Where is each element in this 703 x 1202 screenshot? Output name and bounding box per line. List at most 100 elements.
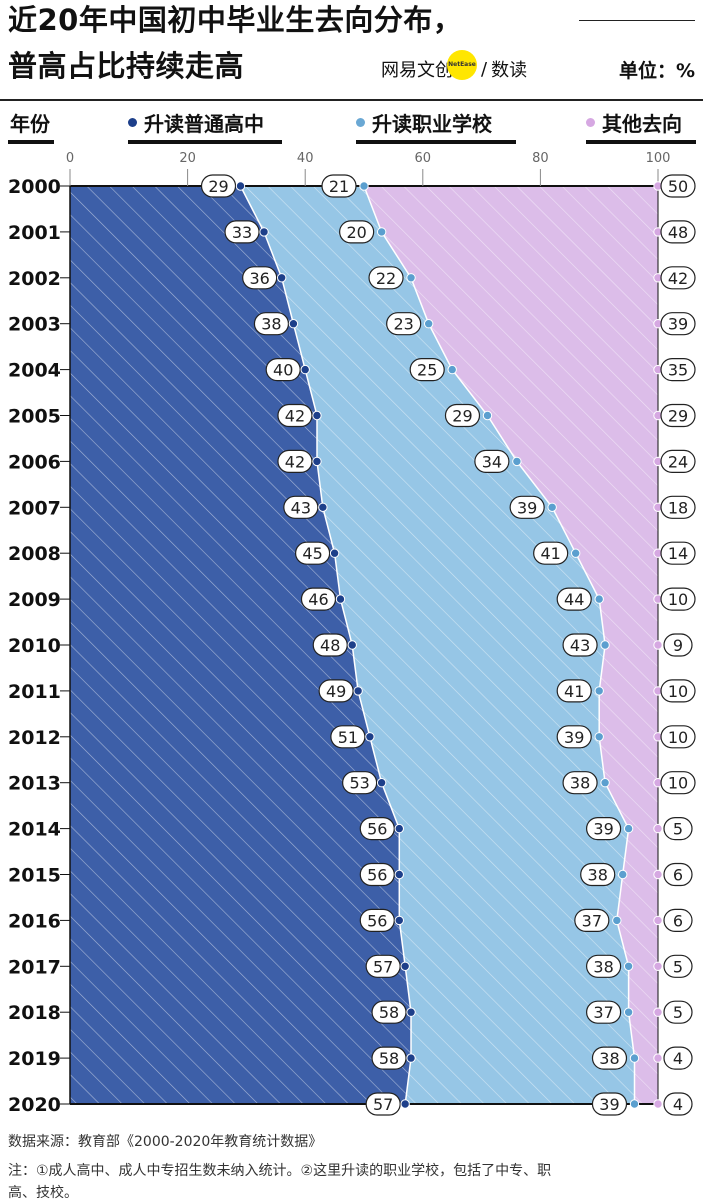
label-other-text: 18 [668,498,688,517]
label-vocational: 37 [585,1000,622,1024]
label-vocational: 38 [562,771,598,795]
label-other: 5 [663,816,693,841]
label-high-school-text: 29 [208,177,228,196]
year-label: 2018 [8,1002,61,1024]
label-other-bg [663,633,693,657]
x-tick-label: 100 [646,151,671,166]
label-other-bg [663,1092,693,1116]
label-other: 6 [663,862,693,887]
label-high-school: 40 [265,358,301,382]
label-other-text: 29 [668,407,688,426]
dot-high-school [288,319,299,329]
label-high-school-bg [371,1046,407,1070]
label-vocational: 41 [533,541,569,565]
label-vocational: 44 [556,587,592,611]
label-high-school: 56 [359,862,395,887]
dot-high-school [376,778,387,788]
label-high-school: 48 [312,633,348,657]
x-tick-label: 0 [66,151,74,166]
label-vocational-text: 43 [570,636,590,655]
label-other-bg [660,725,696,749]
dot-vocational [376,227,387,237]
label-high-school: 42 [277,403,313,428]
dot-high-school [235,181,246,191]
year-label: 2000 [8,176,61,198]
dot-high-school [329,548,340,558]
label-vocational-bg [562,771,598,795]
label-high-school: 58 [371,1000,407,1024]
label-vocational-bg [474,449,510,473]
label-vocational-bg [444,403,481,428]
label-vocational: 38 [585,954,622,978]
label-high-school-bg [295,541,331,565]
label-high-school-bg [342,771,378,795]
label-vocational: 29 [444,403,481,428]
label-high-school: 43 [283,495,319,519]
label-other-bg [660,495,696,519]
label-vocational-text: 38 [593,957,613,976]
year-label: 2007 [8,497,61,519]
label-high-school-text: 43 [291,498,311,517]
label-other-bg [660,679,696,703]
dot-high-school [312,456,322,467]
dot-other [653,640,663,650]
dot-high-school [259,227,269,237]
year-label: 2002 [8,268,61,290]
label-vocational: 20 [339,220,375,244]
brand-column: 数读 [491,60,528,81]
legend-label: 其他去向 [602,112,682,136]
legend-underline [586,140,696,144]
dot-vocational [623,823,634,834]
label-vocational: 34 [474,449,510,473]
label-other: 39 [660,312,696,336]
label-high-school-bg [283,495,319,519]
year-label: 2001 [8,222,61,244]
label-vocational: 39 [509,495,545,519]
label-high-school-text: 40 [273,361,293,380]
label-other: 4 [663,1092,693,1116]
dot-vocational [359,181,369,191]
label-other-bg [663,816,693,841]
label-high-school: 38 [253,312,290,336]
label-vocational-text: 39 [517,498,537,517]
dot-vocational [482,410,493,421]
label-high-school-text: 48 [320,636,340,655]
label-vocational: 39 [556,725,592,749]
dot-high-school [312,410,322,421]
label-high-school-bg [265,358,301,382]
label-other-text: 39 [668,315,688,334]
dot-other [653,1099,663,1109]
dot-high-school [318,502,328,512]
label-high-school-bg [359,862,395,887]
label-vocational-text: 38 [588,866,608,885]
label-other-text: 4 [673,1049,683,1068]
label-other-text: 4 [673,1095,683,1114]
label-vocational-text: 41 [541,544,561,563]
label-other-bg [660,541,696,565]
year-label: 2016 [8,910,61,932]
year-label: 2012 [8,727,61,749]
label-vocational-text: 21 [329,177,349,196]
dot-vocational [594,686,604,696]
label-high-school-bg [359,908,395,933]
label-other: 50 [660,174,696,198]
label-vocational-text: 39 [564,728,584,747]
year-label: 2019 [8,1048,61,1070]
legend-dot-icon [586,118,595,127]
dot-vocational [423,319,434,329]
legend-label: 升读职业学校 [372,112,492,136]
dot-high-school [276,273,287,283]
legend-item-other: 其他去向 [586,108,682,137]
label-vocational: 38 [580,862,616,887]
label-high-school-bg [318,679,354,703]
label-other-text: 42 [668,269,688,288]
label-other: 14 [660,541,696,565]
dot-other [653,1007,663,1017]
label-other: 5 [663,954,693,978]
label-high-school: 57 [365,1092,401,1116]
dot-vocational [447,364,457,375]
label-vocational-bg [585,816,622,841]
label-vocational-bg [556,679,592,703]
label-high-school-bg [242,266,278,290]
year-label: 2017 [8,956,61,978]
